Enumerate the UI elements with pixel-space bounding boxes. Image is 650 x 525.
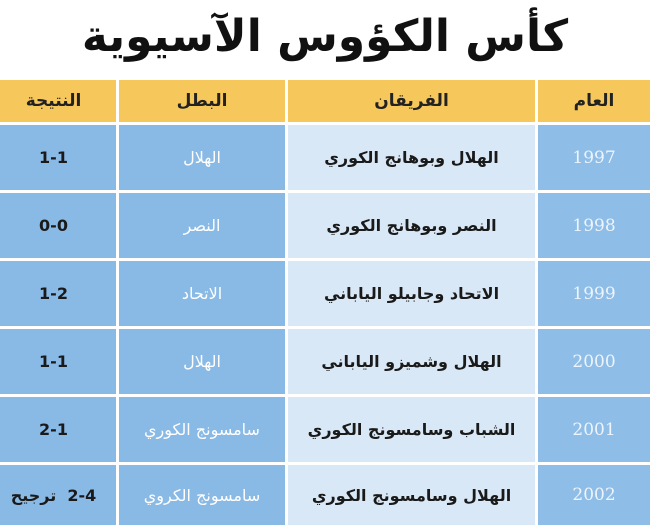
teams-cell: النصر وبوهانج الكوري <box>288 193 535 258</box>
champion-cell: سامسونج الكروي <box>119 465 285 525</box>
header-cell: البطل <box>119 80 285 122</box>
year-cell: 2000 <box>538 329 650 394</box>
header-cell: العام <box>538 80 650 122</box>
page: كأس الكؤوس الآسيوية العام الفريقان البطل ال… <box>0 11 650 525</box>
teams-cell: الاتحاد وجابيلو الياباني <box>288 261 535 326</box>
champion-cell: الاتحاد <box>119 261 285 326</box>
result-cell: 1-2 <box>0 261 116 326</box>
result-cell: 2-4 ترجيح <box>0 465 116 525</box>
teams-cell: الهلال وسامسونج الكوري <box>288 465 535 525</box>
year-cell: 2002 <box>538 465 650 525</box>
teams-cell: الهلال وشميزو الياباني <box>288 329 535 394</box>
result-cell: 1-1 <box>0 329 116 394</box>
champion-cell: الهلال <box>119 125 285 190</box>
teams-cell: الشباب وسامسونج الكوري <box>288 397 535 462</box>
year-cell: 2001 <box>538 397 650 462</box>
year-cell: 1999 <box>538 261 650 326</box>
results-table: العام الفريقان البطل النتيجة 1997 الهلال وبوه… <box>0 80 650 525</box>
year-cell: 1998 <box>538 193 650 258</box>
result-cell: 2-1 <box>0 397 116 462</box>
year-cell: 1997 <box>538 125 650 190</box>
champion-cell: سامسونج الكوري <box>119 397 285 462</box>
champion-cell: الهلال <box>119 329 285 394</box>
header-cell: الفريقان <box>288 80 535 122</box>
teams-cell: الهلال وبوهانج الكوري <box>288 125 535 190</box>
title: كأس الكؤوس الآسيوية <box>81 11 569 62</box>
header-cell: النتيجة <box>0 80 116 122</box>
result-cell: 1-1 <box>0 125 116 190</box>
champion-cell: النصر <box>119 193 285 258</box>
result-cell: 0-0 <box>0 193 116 258</box>
